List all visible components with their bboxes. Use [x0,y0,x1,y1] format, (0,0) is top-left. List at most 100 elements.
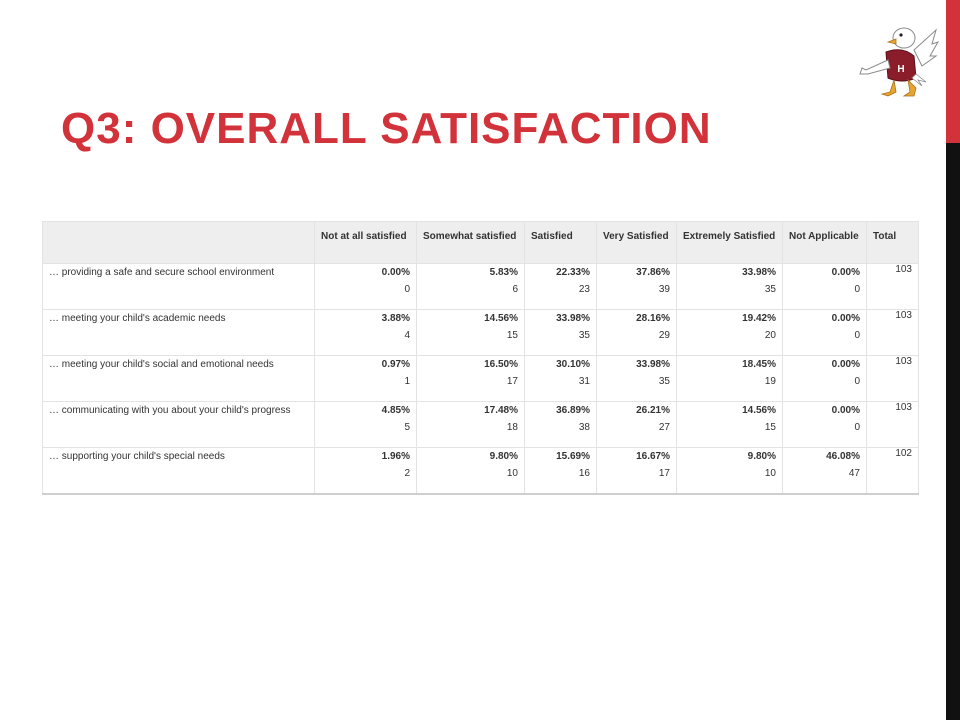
table-row: … communicating with you about your chil… [42,401,919,448]
response-count: 1 [404,376,410,387]
mascot-letter: H [897,64,904,75]
response-cell: 30.10% 31 [524,355,597,402]
response-cell: 17.48% 18 [416,401,525,448]
response-cell: 33.98% 35 [676,263,783,310]
response-count: 10 [506,468,518,479]
response-percent: 5.83% [489,267,518,278]
response-count: 35 [578,330,590,341]
column-header-total: Total [866,221,919,264]
response-cell: 0.00% 0 [782,263,867,310]
response-cell: 33.98% 35 [524,309,597,356]
response-cell: 14.56% 15 [416,309,525,356]
response-percent: 46.08% [826,451,860,462]
response-percent: 19.42% [742,313,776,324]
response-count: 0 [854,284,860,295]
response-count: 18 [506,422,518,433]
response-cell: 19.42% 20 [676,309,783,356]
row-question: … supporting your child's special needs [42,447,315,495]
response-percent: 26.21% [636,405,670,416]
response-count: 38 [578,422,590,433]
response-cell: 46.08% 47 [782,447,867,495]
response-percent: 15.69% [556,451,590,462]
response-count: 0 [854,330,860,341]
response-cell: 33.98% 35 [596,355,677,402]
table-row: … meeting your child's social and emotio… [42,355,919,402]
column-header-somewhat-satisfied: Somewhat satisfied [416,221,525,264]
response-percent: 0.00% [831,313,860,324]
row-total: 103 [866,401,919,448]
response-cell: 15.69% 16 [524,447,597,495]
response-cell: 0.00% 0 [782,355,867,402]
table-row: … supporting your child's special needs 1… [42,447,919,495]
response-cell: 14.56% 15 [676,401,783,448]
response-percent: 22.33% [556,267,590,278]
row-question: … providing a safe and secure school env… [42,263,315,310]
response-count: 20 [764,330,776,341]
response-percent: 0.00% [831,267,860,278]
response-count: 15 [764,422,776,433]
response-count: 35 [764,284,776,295]
response-count: 6 [512,284,518,295]
response-count: 0 [404,284,410,295]
response-percent: 30.10% [556,359,590,370]
response-percent: 1.96% [381,451,410,462]
response-count: 47 [848,468,860,479]
side-accent-bar [946,0,960,720]
response-percent: 16.50% [484,359,518,370]
response-count: 31 [578,376,590,387]
response-count: 27 [658,422,670,433]
response-count: 5 [404,422,410,433]
response-cell: 28.16% 29 [596,309,677,356]
response-cell: 22.33% 23 [524,263,597,310]
response-cell: 9.80% 10 [416,447,525,495]
column-header-question [42,221,315,264]
response-cell: 4.85% 5 [314,401,417,448]
response-percent: 33.98% [636,359,670,370]
response-count: 2 [404,468,410,479]
response-count: 0 [854,376,860,387]
response-percent: 16.67% [636,451,670,462]
response-count: 23 [578,284,590,295]
response-percent: 0.00% [831,405,860,416]
response-count: 39 [658,284,670,295]
response-cell: 3.88% 4 [314,309,417,356]
response-percent: 17.48% [484,405,518,416]
response-cell: 36.89% 38 [524,401,597,448]
row-total: 103 [866,355,919,402]
response-count: 0 [854,422,860,433]
response-cell: 16.50% 17 [416,355,525,402]
response-percent: 37.86% [636,267,670,278]
column-header-not-at-all-satisfied: Not at all satisfied [314,221,417,264]
table-row: … providing a safe and secure school env… [42,263,919,310]
row-question: … communicating with you about your chil… [42,401,315,448]
response-count: 29 [658,330,670,341]
row-question: … meeting your child's social and emotio… [42,355,315,402]
response-percent: 4.85% [381,405,410,416]
page-title: Q3: OVERALL SATISFACTION [61,104,712,153]
row-total: 103 [866,309,919,356]
response-cell: 0.00% 0 [314,263,417,310]
response-count: 15 [506,330,518,341]
response-count: 17 [506,376,518,387]
side-accent-bar-red [946,0,960,143]
eagle-mascot-icon: H [859,27,940,97]
response-percent: 33.98% [742,267,776,278]
response-count: 35 [658,376,670,387]
response-percent: 33.98% [556,313,590,324]
response-percent: 14.56% [742,405,776,416]
response-cell: 1.96% 2 [314,447,417,495]
response-cell: 0.00% 0 [782,401,867,448]
response-percent: 36.89% [556,405,590,416]
response-percent: 0.97% [381,359,410,370]
response-percent: 3.88% [381,313,410,324]
column-header-extremely-satisfied: Extremely Satisfied [676,221,783,264]
response-count: 17 [658,468,670,479]
response-cell: 26.21% 27 [596,401,677,448]
column-header-very-satisfied: Very Satisfied [596,221,677,264]
table-row: … meeting your child's academic needs 3.8… [42,309,919,356]
column-header-not-applicable: Not Applicable [782,221,867,264]
satisfaction-table: Not at all satisfied Somewhat satisfied … [42,221,919,495]
response-count: 19 [764,376,776,387]
response-count: 16 [578,468,590,479]
response-percent: 14.56% [484,313,518,324]
